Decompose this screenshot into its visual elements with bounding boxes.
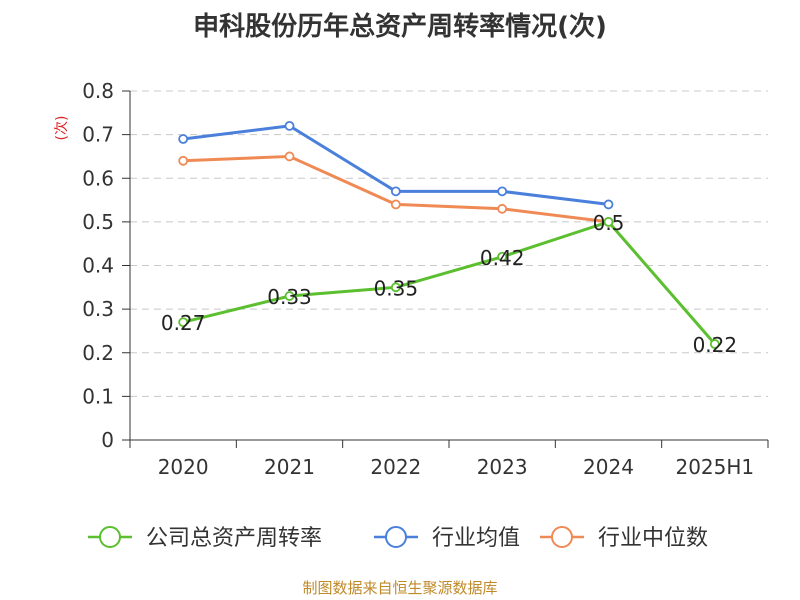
series-line <box>182 220 716 346</box>
data-point <box>497 203 508 214</box>
y-tick-label: 0.5 <box>82 210 114 234</box>
data-point <box>390 282 401 293</box>
legend-marker <box>99 526 121 548</box>
y-tick-label: 0.1 <box>82 384 114 408</box>
y-tick-label: 0.7 <box>82 123 114 147</box>
y-tick-label: 0.2 <box>82 341 114 365</box>
y-tick-label: 0.6 <box>82 166 114 190</box>
x-tick-label: 2020 <box>158 455 209 479</box>
legend-label: 行业均值 <box>432 526 520 551</box>
x-tick-label: 2023 <box>477 455 528 479</box>
data-point <box>178 134 189 144</box>
data-point <box>284 291 295 301</box>
source-note: 制图数据来自恒生聚源数据库 <box>302 579 498 597</box>
y-tick-label: 0.3 <box>82 297 114 321</box>
data-point <box>178 317 189 328</box>
data-point <box>390 199 401 210</box>
data-point <box>284 151 295 162</box>
data-label: 0.22 <box>693 333 738 357</box>
x-tick-label: 2022 <box>370 455 421 479</box>
data-point <box>390 186 401 197</box>
legend-marker <box>385 526 407 548</box>
data-label: 0.33 <box>267 285 312 309</box>
data-label: 0.5 <box>593 211 625 235</box>
data-label: 0.42 <box>480 246 525 270</box>
data-point <box>284 121 295 131</box>
data-point <box>603 216 614 227</box>
data-label: 0.35 <box>374 276 419 300</box>
data-point <box>178 155 189 166</box>
x-tick-label: 2021 <box>264 455 315 479</box>
data-point <box>497 186 508 197</box>
y-axis-label: (次) <box>54 116 70 141</box>
y-tick-label: 0 <box>101 428 114 452</box>
data-point <box>497 251 508 262</box>
legend-label: 公司总资产周转率 <box>146 526 322 551</box>
y-tick-label: 0.4 <box>82 254 114 278</box>
legend-label: 行业中位数 <box>598 526 708 551</box>
y-tick-label: 0.8 <box>82 79 114 103</box>
data-label: 0.27 <box>161 311 206 335</box>
data-point <box>709 339 720 349</box>
chart-title: 申科股份历年总资产周转率情况(次) <box>193 12 607 42</box>
data-point <box>603 199 614 210</box>
legend-marker <box>551 526 573 548</box>
x-tick-label: 2024 <box>583 455 634 479</box>
x-tick-label: 2025H1 <box>675 455 754 479</box>
